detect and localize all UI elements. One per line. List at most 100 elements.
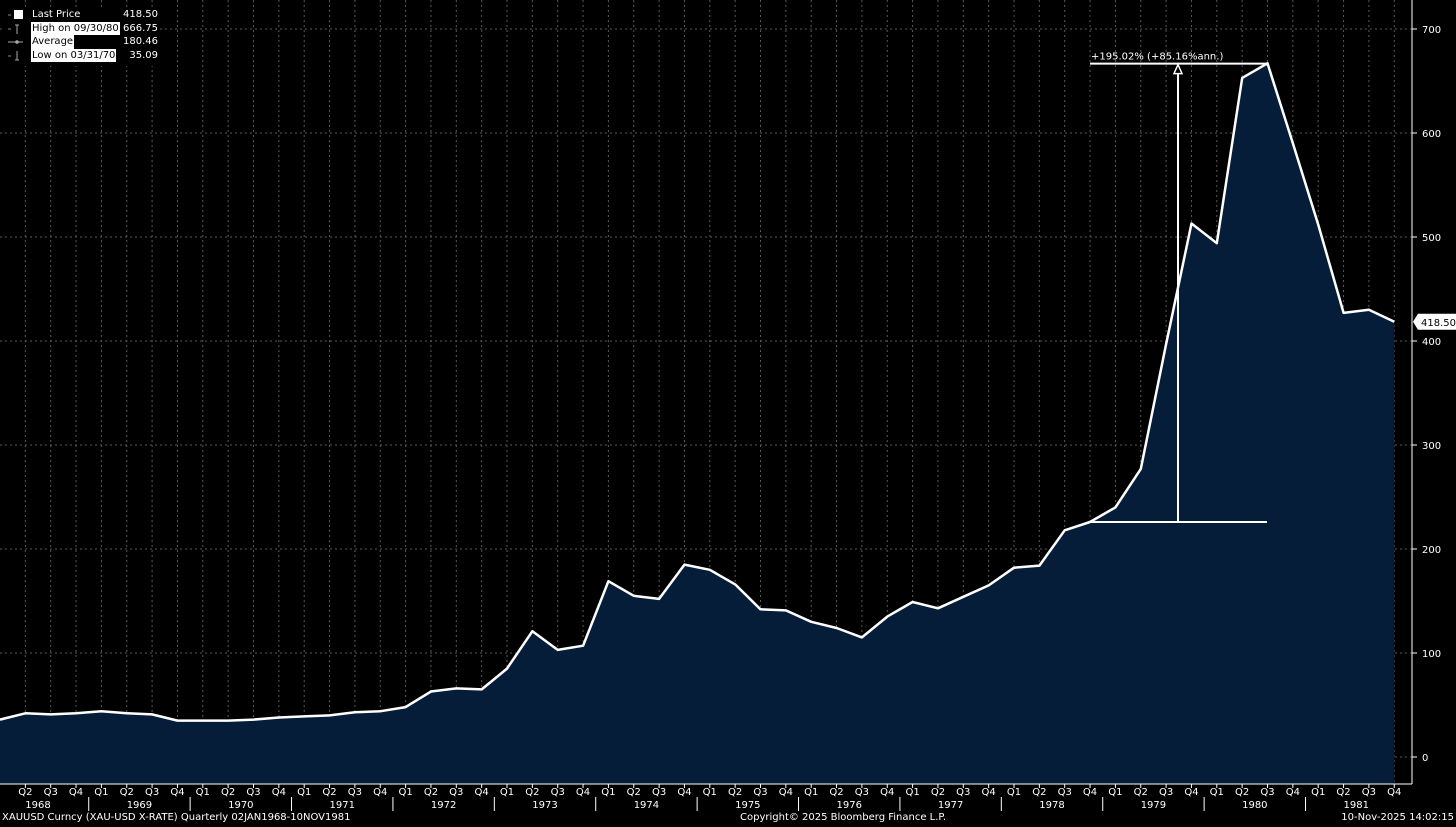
footer-timestamp: 10-Nov-2025 14:02:15 — [1341, 812, 1454, 823]
price-area — [0, 63, 1395, 785]
x-year-label: 1974 — [634, 800, 659, 811]
x-tick-label: Q4 — [779, 787, 793, 798]
legend: Last Price 418.50 High on 09/30/80 666.7… — [4, 8, 160, 66]
x-tick-label: Q3 — [246, 787, 260, 798]
y-tick-label: 300 — [1422, 441, 1441, 452]
x-tick-label: Q1 — [297, 787, 311, 798]
y-tick-label: 100 — [1422, 649, 1441, 660]
x-tick-label: Q3 — [449, 787, 463, 798]
footer-ticker: XAUUSD Curncy (XAU-USD X-RATE) Quarterly… — [2, 812, 351, 823]
legend-item-last-price: Last Price 418.50 — [4, 8, 160, 22]
x-tick-label: Q1 — [804, 787, 818, 798]
x-tick-label: Q4 — [1083, 787, 1097, 798]
x-tick-label: Q4 — [982, 787, 996, 798]
x-tick-label: Q2 — [627, 787, 641, 798]
x-tick-label: Q3 — [753, 787, 767, 798]
x-tick-label: Q2 — [1032, 787, 1046, 798]
x-tick-label: Q2 — [120, 787, 134, 798]
legend-item-high: High on 09/30/80 666.75 — [4, 21, 160, 35]
x-tick-label: Q1 — [1311, 787, 1325, 798]
y-tick-label: 600 — [1422, 129, 1441, 140]
x-tick-label: Q3 — [956, 787, 970, 798]
x-tick-label: Q1 — [1007, 787, 1021, 798]
grid-lines — [0, 0, 1412, 784]
x-tick-label: Q2 — [1134, 787, 1148, 798]
x-year-label: 1969 — [127, 800, 152, 811]
x-year-label: 1979 — [1141, 800, 1166, 811]
x-tick-label: Q2 — [728, 787, 742, 798]
annotation-arrow-head — [1172, 62, 1184, 75]
legend-label: Low on 03/31/70 — [31, 48, 117, 62]
x-tick-label: Q4 — [1387, 787, 1401, 798]
low-marker-icon — [8, 50, 24, 61]
x-tick-label: Q3 — [348, 787, 362, 798]
legend-value: 418.50 — [123, 9, 158, 20]
x-tick-label: Q3 — [145, 787, 159, 798]
annotation-layer: +195.02% (+85.16%ann.) — [1090, 52, 1268, 523]
x-tick-label: Q1 — [94, 787, 108, 798]
x-tick-label: Q1 — [1210, 787, 1224, 798]
x-year-label: 1977 — [938, 800, 963, 811]
x-tick-label: Q3 — [44, 787, 58, 798]
legend-label: Last Price — [32, 9, 81, 20]
x-tick-label: Q2 — [322, 787, 336, 798]
footer-copyright: Copyright© 2025 Bloomberg Finance L.P. — [740, 812, 947, 823]
legend-value: 35.09 — [129, 49, 158, 61]
x-year-label: 1971 — [329, 800, 354, 811]
x-tick-label: Q2 — [931, 787, 945, 798]
x-year-label: 1980 — [1242, 800, 1267, 811]
x-tick-label: Q4 — [475, 787, 489, 798]
average-marker-icon — [8, 37, 24, 47]
price-line — [0, 62, 1395, 722]
x-tick-label: Q1 — [1108, 787, 1122, 798]
y-tick-label: 700 — [1422, 25, 1441, 36]
x-tick-label: Q3 — [551, 787, 565, 798]
x-tick-label: Q1 — [500, 787, 514, 798]
x-tick-label: Q4 — [1286, 787, 1300, 798]
x-tick-label: Q1 — [601, 787, 615, 798]
last-price-tag — [1413, 313, 1456, 330]
legend-item-average: Average 180.46 — [4, 35, 160, 49]
y-tick-label: 500 — [1422, 233, 1441, 244]
x-year-label: 1968 — [25, 800, 50, 811]
x-tick-label: Q1 — [905, 787, 919, 798]
x-tick-label: Q2 — [1336, 787, 1350, 798]
x-year-label: 1973 — [532, 800, 557, 811]
x-tick-label: Q3 — [1260, 787, 1274, 798]
x-year-label: 1978 — [1039, 800, 1064, 811]
x-tick-label: Q2 — [221, 787, 235, 798]
square-icon — [8, 10, 24, 20]
x-tick-label: Q3 — [1159, 787, 1173, 798]
y-tick-label: 200 — [1422, 545, 1441, 556]
x-tick-label: Q4 — [272, 787, 286, 798]
y-tick-label: 400 — [1422, 337, 1441, 348]
x-year-label: 1975 — [735, 800, 760, 811]
legend-label: High on 09/30/80 — [31, 21, 120, 35]
x-tick-label: Q2 — [829, 787, 843, 798]
x-tick-label: Q4 — [170, 787, 184, 798]
legend-value: 180.46 — [123, 36, 158, 47]
x-tick-label: Q1 — [398, 787, 412, 798]
x-tick-label: Q2 — [18, 787, 32, 798]
x-tick-label: Q4 — [576, 787, 590, 798]
x-tick-label: Q4 — [880, 787, 894, 798]
x-tick-label: Q2 — [525, 787, 539, 798]
x-tick-label: Q1 — [703, 787, 717, 798]
legend-value: 666.75 — [123, 22, 158, 34]
x-year-label: 1970 — [228, 800, 253, 811]
legend-item-low: Low on 03/31/70 35.09 — [4, 48, 160, 62]
x-tick-label: Q3 — [652, 787, 666, 798]
x-tick-label: Q2 — [1235, 787, 1249, 798]
area-layer — [0, 62, 1395, 785]
x-tick-label: Q2 — [424, 787, 438, 798]
x-tick-label: Q4 — [69, 787, 83, 798]
legend-label: Average — [31, 35, 75, 49]
y-tick-label: 0 — [1422, 753, 1428, 764]
annotation-text: +195.02% (+85.16%ann.) — [1091, 52, 1223, 63]
x-tick-label: Q3 — [1362, 787, 1376, 798]
x-year-label: 1976 — [836, 800, 861, 811]
x-year-label: 1972 — [431, 800, 456, 811]
x-tick-label: Q1 — [196, 787, 210, 798]
